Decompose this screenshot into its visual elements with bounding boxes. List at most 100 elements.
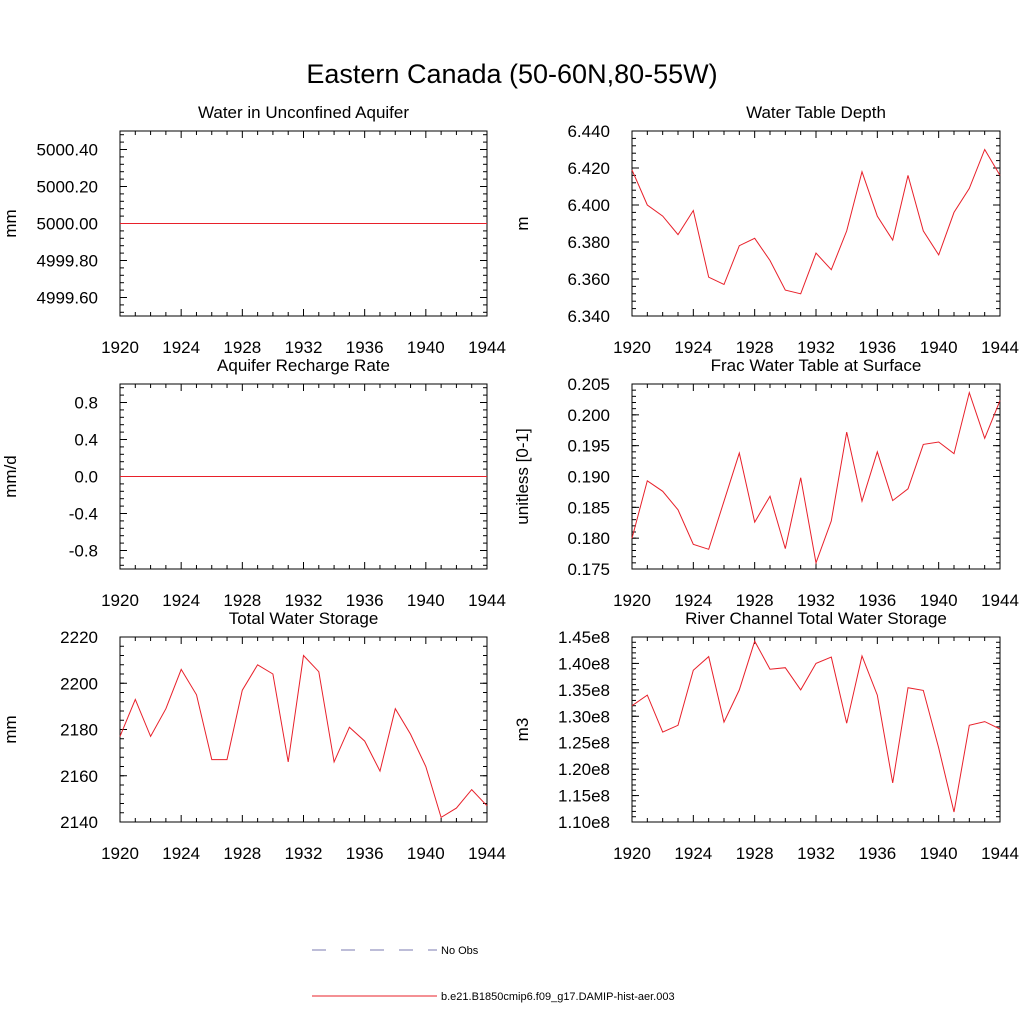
y-tick-label: -0.8 xyxy=(69,542,98,561)
x-tick-label: 1920 xyxy=(101,844,139,863)
y-tick-label: 0.190 xyxy=(567,468,610,487)
panel-water-in-unconfined-aquifer: Water in Unconfined Aquifer mm 1920 1924 192… xyxy=(1,103,506,357)
panel-title: Total Water Storage xyxy=(229,609,379,628)
x-tick-label: 1924 xyxy=(674,591,712,610)
x-tick-label: 1936 xyxy=(346,591,384,610)
y-tick-label: 2160 xyxy=(60,767,98,786)
x-tick-label: 1944 xyxy=(468,338,506,357)
x-tick-label: 1932 xyxy=(285,844,323,863)
legend-label-model-run: b.e21.B1850cmip6.f09_g17.DAMIP-hist-aer.… xyxy=(441,991,675,1003)
x-tick-label: 1940 xyxy=(920,338,958,357)
y-axis-label: unitless [0-1] xyxy=(513,428,532,524)
x-tick-label: 1944 xyxy=(981,844,1019,863)
y-tick-label: 6.440 xyxy=(567,122,610,141)
y-tick-label: 2200 xyxy=(60,674,98,693)
y-tick-label: 4999.60 xyxy=(37,289,98,308)
x-tick-label: 1932 xyxy=(285,591,323,610)
series-line xyxy=(119,654,488,819)
x-tick-label: 1940 xyxy=(920,591,958,610)
x-tick-label: 1924 xyxy=(162,844,200,863)
y-tick-label: 2180 xyxy=(60,721,98,740)
y-tick-label: 0.175 xyxy=(567,560,610,579)
y-tick-label: 6.360 xyxy=(567,270,610,289)
x-tick-label: 1928 xyxy=(223,844,261,863)
x-tick-label: 1944 xyxy=(468,591,506,610)
x-tick-label: 1932 xyxy=(797,338,835,357)
panel-title: Water Table Depth xyxy=(746,103,886,122)
x-tick-label: 1924 xyxy=(674,844,712,863)
x-tick-label: 1928 xyxy=(223,591,261,610)
panel-water-table-depth: Water Table Depth m 1920 1924 1928 1932 1936 19… xyxy=(513,103,1019,357)
y-axis-label: mm/d xyxy=(1,455,20,498)
figure-title: Eastern Canada (50-60N,80-55W) xyxy=(306,59,717,89)
panel-frac-water-table-at-surface: Frac Water Table at Surface unitless [0-1… xyxy=(513,356,1019,610)
legend-entry-no-obs: No Obs xyxy=(312,945,479,957)
y-axis-label: mm xyxy=(1,715,20,743)
y-tick-label: 0.8 xyxy=(74,394,98,413)
y-tick-label: 6.340 xyxy=(567,307,610,326)
series-line xyxy=(631,148,1001,295)
x-tick-label: 1932 xyxy=(285,338,323,357)
x-tick-label: 1936 xyxy=(346,844,384,863)
x-tick-label: 1940 xyxy=(920,844,958,863)
panel-title: Aquifer Recharge Rate xyxy=(217,356,390,375)
x-tick-label: 1920 xyxy=(613,844,651,863)
x-tick-label: 1928 xyxy=(736,844,774,863)
plot-frame xyxy=(631,636,1001,823)
x-tick-label: 1920 xyxy=(101,338,139,357)
y-axis-label: mm xyxy=(1,209,20,237)
x-tick-label: 1936 xyxy=(346,338,384,357)
x-tick-label: 1920 xyxy=(613,591,651,610)
panel-total-water-storage: Total Water Storage mm 1920 1924 1928 1932 193… xyxy=(1,609,506,863)
y-tick-label: 0.0 xyxy=(74,468,98,487)
y-tick-label: 5000.40 xyxy=(37,141,98,160)
x-tick-label: 1928 xyxy=(736,338,774,357)
y-tick-label: 0.180 xyxy=(567,529,610,548)
series-line xyxy=(631,390,1001,565)
plot-frame xyxy=(631,383,1001,570)
panel-title: River Channel Total Water Storage xyxy=(685,609,947,628)
x-tick-label: 1940 xyxy=(407,844,445,863)
y-axis-label: m3 xyxy=(513,718,532,742)
y-tick-label: 0.205 xyxy=(567,375,610,394)
x-tick-label: 1936 xyxy=(858,844,896,863)
y-tick-label: 0.185 xyxy=(567,498,610,517)
y-tick-label: 0.200 xyxy=(567,406,610,425)
panel-aquifer-recharge-rate: Aquifer Recharge Rate mm/d 1920 1924 1928 193… xyxy=(1,356,506,610)
y-tick-label: -0.4 xyxy=(69,505,98,524)
y-tick-label: 5000.20 xyxy=(37,178,98,197)
legend-label-no-obs: No Obs xyxy=(441,945,479,957)
panel-title: Frac Water Table at Surface xyxy=(711,356,922,375)
y-tick-label: 1.40e8 xyxy=(558,654,610,673)
x-tick-label: 1924 xyxy=(674,338,712,357)
x-tick-label: 1928 xyxy=(223,338,261,357)
plot-frame xyxy=(631,130,1001,317)
legend: No Obs b.e21.B1850cmip6.f09_g17.DAMIP-hi… xyxy=(312,945,675,1003)
x-tick-label: 1924 xyxy=(162,338,200,357)
legend-entry-model-run: b.e21.B1850cmip6.f09_g17.DAMIP-hist-aer.… xyxy=(312,991,675,1003)
y-tick-label: 0.4 xyxy=(74,431,98,450)
x-tick-label: 1936 xyxy=(858,338,896,357)
x-tick-label: 1932 xyxy=(797,591,835,610)
x-tick-label: 1928 xyxy=(736,591,774,610)
x-tick-label: 1932 xyxy=(797,844,835,863)
y-tick-label: 1.30e8 xyxy=(558,707,610,726)
x-tick-label: 1920 xyxy=(101,591,139,610)
series-line xyxy=(631,639,1001,813)
x-tick-label: 1940 xyxy=(407,338,445,357)
panel-title: Water in Unconfined Aquifer xyxy=(198,103,409,122)
y-tick-label: 1.45e8 xyxy=(558,628,610,647)
y-tick-label: 1.10e8 xyxy=(558,813,610,832)
y-tick-label: 4999.80 xyxy=(37,252,98,271)
y-axis-label: m xyxy=(513,216,532,230)
y-tick-label: 6.380 xyxy=(567,233,610,252)
y-tick-label: 2140 xyxy=(60,813,98,832)
y-tick-label: 5000.00 xyxy=(37,215,98,234)
x-tick-label: 1944 xyxy=(981,338,1019,357)
plot-frame xyxy=(119,636,488,823)
x-tick-label: 1944 xyxy=(468,844,506,863)
x-tick-label: 1944 xyxy=(981,591,1019,610)
y-tick-label: 6.400 xyxy=(567,196,610,215)
